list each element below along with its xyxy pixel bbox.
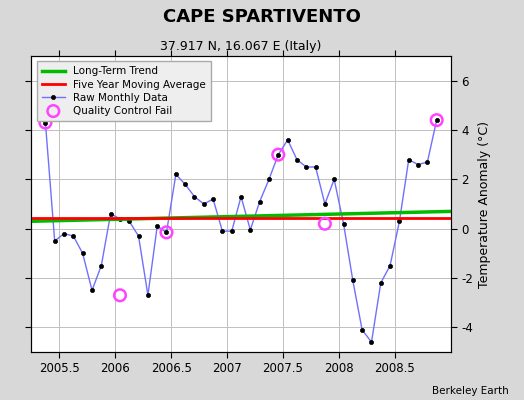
Raw Monthly Data <box>266 177 272 182</box>
Raw Monthly Data <box>145 293 151 298</box>
Raw Monthly Data <box>70 234 77 238</box>
Quality Control Fail <box>432 117 441 123</box>
Raw Monthly Data <box>359 327 365 332</box>
Raw Monthly Data <box>228 229 235 234</box>
Quality Control Fail <box>274 152 282 158</box>
Raw Monthly Data <box>191 194 198 199</box>
Quality Control Fail <box>116 292 124 298</box>
Raw Monthly Data <box>406 157 412 162</box>
Raw Monthly Data <box>107 212 114 216</box>
Raw Monthly Data <box>210 197 216 202</box>
Raw Monthly Data <box>80 251 86 256</box>
Raw Monthly Data <box>173 172 179 177</box>
Raw Monthly Data <box>117 216 123 221</box>
Raw Monthly Data <box>285 138 291 142</box>
Raw Monthly Data <box>303 165 309 170</box>
Raw Monthly Data <box>126 219 133 224</box>
Raw Monthly Data <box>89 288 95 293</box>
Raw Monthly Data <box>257 199 263 204</box>
Raw Monthly Data <box>396 219 402 224</box>
Raw Monthly Data <box>415 162 421 167</box>
Raw Monthly Data <box>201 202 207 206</box>
Raw Monthly Data <box>42 120 49 125</box>
Raw Monthly Data <box>275 152 281 157</box>
Raw Monthly Data <box>322 202 328 206</box>
Raw Monthly Data <box>433 118 440 122</box>
Raw Monthly Data <box>424 160 431 164</box>
Raw Monthly Data <box>163 230 170 235</box>
Raw Monthly Data <box>378 280 384 285</box>
Raw Monthly Data <box>154 224 160 229</box>
Title: 37.917 N, 16.067 E (Italy): 37.917 N, 16.067 E (Italy) <box>160 40 322 54</box>
Quality Control Fail <box>41 119 50 126</box>
Raw Monthly Data <box>341 221 347 226</box>
Quality Control Fail <box>162 229 171 236</box>
Raw Monthly Data <box>387 263 393 268</box>
Legend: Long-Term Trend, Five Year Moving Average, Raw Monthly Data, Quality Control Fai: Long-Term Trend, Five Year Moving Averag… <box>37 61 211 121</box>
Raw Monthly Data <box>350 278 356 283</box>
Raw Monthly Data <box>312 165 319 170</box>
Raw Monthly Data <box>331 177 337 182</box>
Line: Raw Monthly Data: Raw Monthly Data <box>43 118 439 344</box>
Raw Monthly Data <box>61 231 67 236</box>
Text: CAPE SPARTIVENTO: CAPE SPARTIVENTO <box>163 8 361 26</box>
Text: Berkeley Earth: Berkeley Earth <box>432 386 508 396</box>
Raw Monthly Data <box>247 228 254 232</box>
Raw Monthly Data <box>294 157 300 162</box>
Raw Monthly Data <box>238 194 244 199</box>
Raw Monthly Data <box>182 182 188 187</box>
Y-axis label: Temperature Anomaly (°C): Temperature Anomaly (°C) <box>478 120 492 288</box>
Raw Monthly Data <box>135 234 141 238</box>
Raw Monthly Data <box>219 229 225 234</box>
Raw Monthly Data <box>51 238 58 243</box>
Raw Monthly Data <box>368 340 375 344</box>
Raw Monthly Data <box>98 263 104 268</box>
Quality Control Fail <box>321 220 329 227</box>
